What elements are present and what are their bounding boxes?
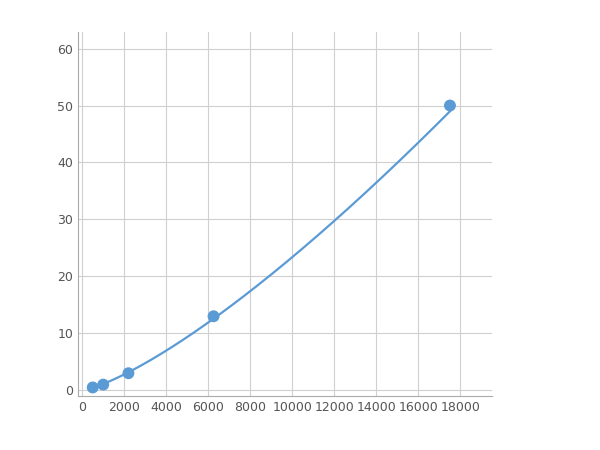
Point: [445, 102, 455, 109]
Point: [98, 381, 108, 388]
Point: [124, 369, 133, 377]
Point: [209, 313, 218, 320]
Point: [88, 384, 98, 391]
